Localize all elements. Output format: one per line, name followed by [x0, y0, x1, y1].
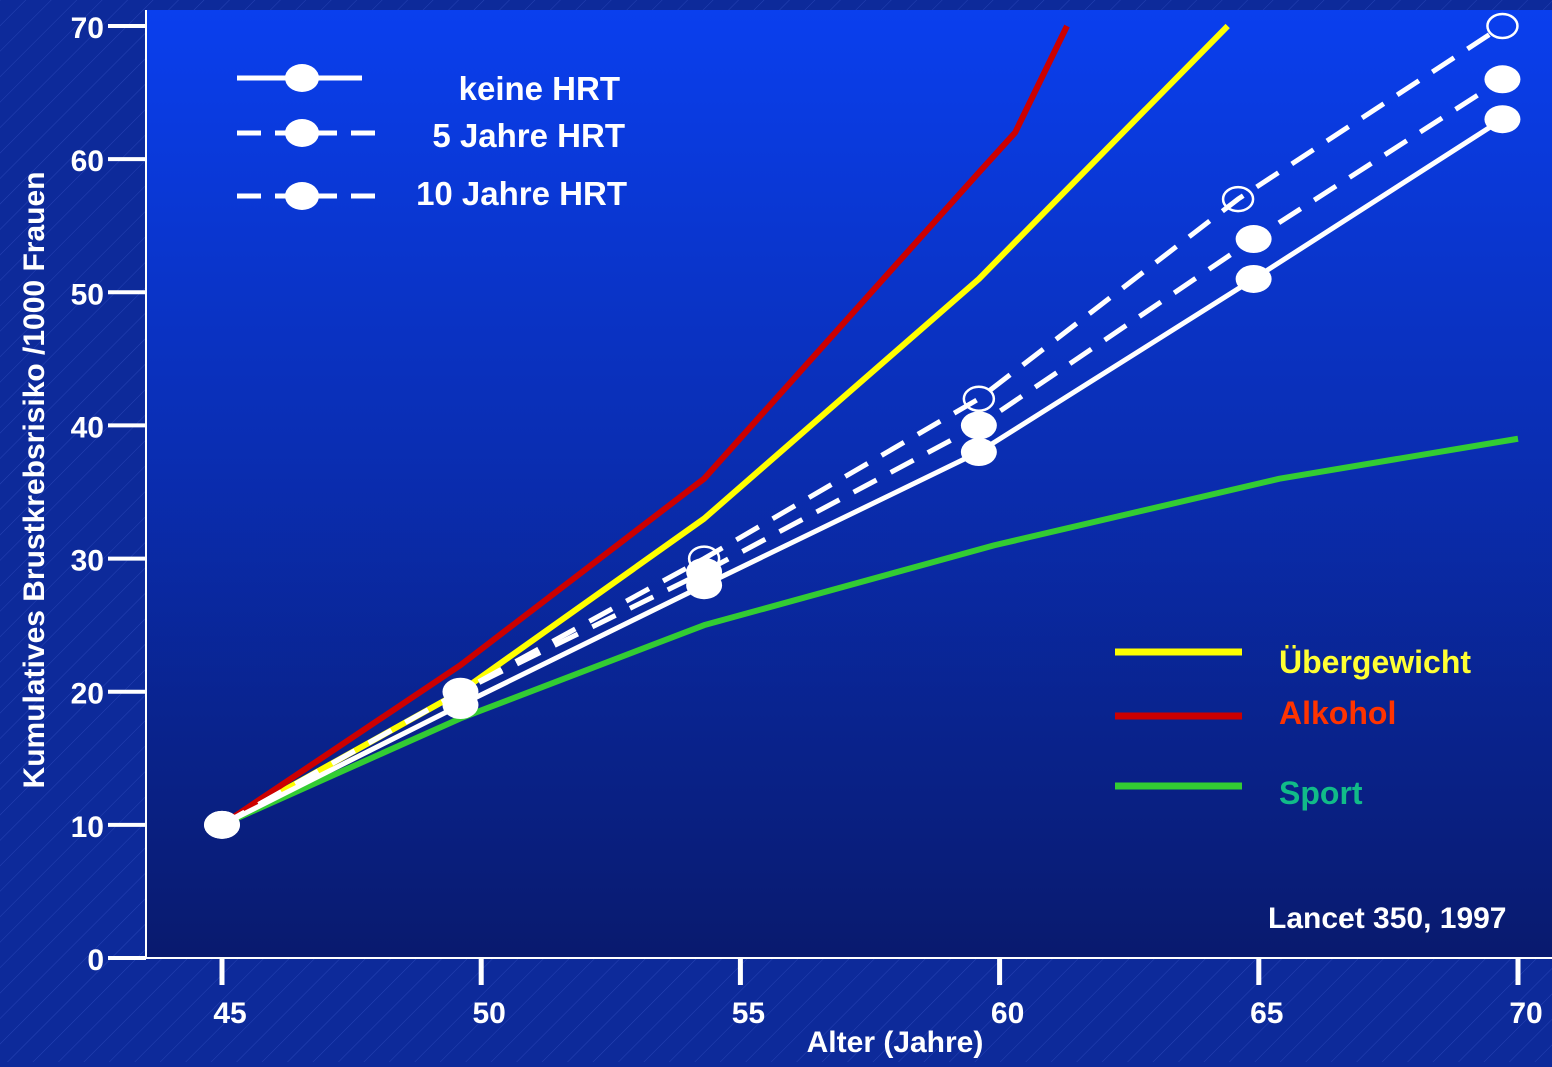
- x-tick-label-60: 60: [991, 997, 1024, 1030]
- y-tick-label-60: 60: [71, 145, 104, 178]
- series-line-sport: [220, 435, 1519, 828]
- series-line-10-jahre-hrt: [220, 23, 1504, 828]
- x-tick-label-65: 65: [1250, 997, 1283, 1030]
- y-tick-label-10: 10: [71, 811, 104, 844]
- legend-label-sport: Sport: [1279, 775, 1363, 811]
- series-line-alkohol: [220, 24, 1070, 828]
- point-5-jahre-hrt-4: [1235, 225, 1272, 254]
- legend-label-5-jahre-hrt: 5 Jahre HRT: [432, 117, 625, 154]
- y-tick-label-30: 30: [71, 545, 104, 578]
- point-10-jahre-hrt-4: [1221, 185, 1255, 213]
- x-tick-label-45: 45: [213, 997, 246, 1030]
- legend-marker-10-jahre-hrt: [285, 182, 319, 210]
- legend-factors: Übergewicht Alkohol Sport: [1115, 644, 1471, 811]
- y-tick-label-40: 40: [71, 411, 104, 444]
- plot-area: [146, 10, 1552, 958]
- point-5-jahre-hrt-5: [1484, 65, 1521, 94]
- point-keine-hrt-4: [1235, 264, 1272, 293]
- x-tick-label-50: 50: [473, 997, 506, 1030]
- point-10-jahre-hrt-2: [687, 545, 721, 572]
- point-10-jahre-hrt-0: [205, 811, 239, 839]
- point-5-jahre-hrt-0: [204, 810, 240, 839]
- series-line-keine-hrt: [220, 117, 1504, 828]
- point-10-jahre-hrt-5: [1486, 12, 1519, 40]
- point-5-jahre-hrt-2: [686, 557, 723, 586]
- y-tick-label-20: 20: [71, 678, 104, 711]
- point-keine-hrt-3: [960, 438, 997, 467]
- x-tick-label-70: 70: [1509, 997, 1542, 1030]
- series-layer: [204, 12, 1521, 839]
- source-note: Lancet 350, 1997: [1268, 902, 1507, 935]
- x-axis-label: Alter (Jahre): [807, 1026, 984, 1059]
- legend-label-10-jahre-hrt: 10 Jahre HRT: [416, 175, 627, 212]
- x-tick-label-55: 55: [732, 997, 765, 1030]
- axis-layer: [145, 10, 1552, 959]
- legend-label-alkohol: Alkohol: [1279, 695, 1396, 731]
- y-tick-label-50: 50: [71, 278, 104, 311]
- legend-marker-keine-hrt: [285, 64, 319, 92]
- legend-label-keine-hrt: keine HRT: [459, 70, 620, 107]
- point-10-jahre-hrt-1: [444, 678, 477, 705]
- y-ticks: 0 10 20 30 40 50 60 70: [71, 12, 146, 977]
- point-keine-hrt-5: [1484, 105, 1521, 134]
- point-5-jahre-hrt-3: [960, 411, 997, 440]
- x-ticks: 45 50 55 60 65 70: [213, 958, 1543, 1030]
- legend-label-uebergewicht: Übergewicht: [1279, 644, 1471, 680]
- y-tick-label-0: 0: [87, 944, 104, 977]
- y-axis-label: Kumulatives Brustkrebsrisiko /1000 Fraue…: [18, 172, 51, 789]
- y-tick-label-70: 70: [71, 12, 104, 45]
- legend-hrt: keine HRT 5 Jahre HRT 10 Jahre HRT: [237, 64, 627, 212]
- point-5-jahre-hrt-1: [442, 677, 479, 706]
- legend-marker-5-jahre-hrt: [285, 119, 319, 147]
- point-10-jahre-hrt-3: [962, 385, 996, 413]
